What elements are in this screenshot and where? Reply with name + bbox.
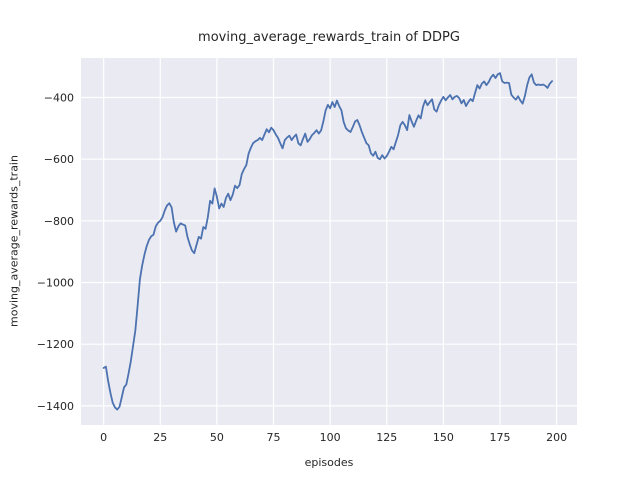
x-tick-label: 50 — [210, 431, 224, 444]
y-tick-label: −1200 — [37, 338, 74, 351]
y-tick-label: −400 — [44, 91, 74, 104]
x-tick-label: 200 — [546, 431, 567, 444]
x-tick-label: 100 — [320, 431, 341, 444]
x-axis-label: episodes — [304, 456, 354, 469]
x-tick-label: 175 — [489, 431, 510, 444]
x-tick-label: 0 — [100, 431, 107, 444]
y-axis-label: moving_average_rewards_train — [7, 155, 21, 327]
chart-title: moving_average_rewards_train of DDPG — [198, 30, 460, 45]
y-tick-label: −1000 — [37, 277, 74, 290]
x-tick-label: 125 — [376, 431, 397, 444]
y-tick-label: −800 — [44, 215, 74, 228]
x-tick-label: 150 — [433, 431, 454, 444]
y-tick-label: −600 — [44, 153, 74, 166]
plot-area — [81, 58, 577, 425]
x-tick-label: 25 — [153, 431, 167, 444]
y-tick-label: −1400 — [37, 400, 74, 413]
x-tick-label: 75 — [267, 431, 281, 444]
ddpg-reward-line — [102, 72, 553, 411]
